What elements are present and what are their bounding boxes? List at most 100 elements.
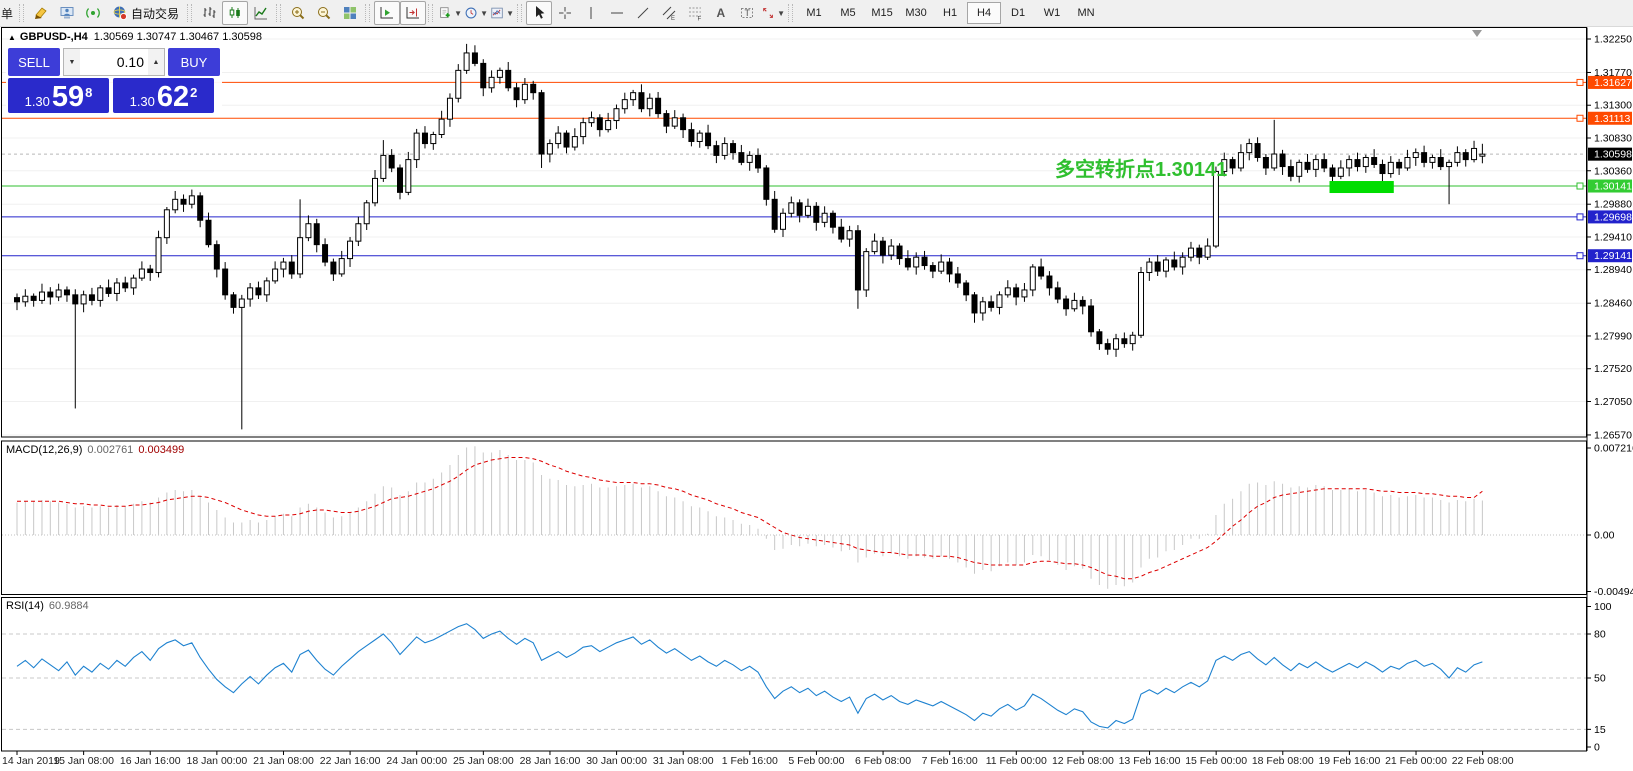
svg-text:F: F xyxy=(698,17,702,22)
candle-body xyxy=(238,298,245,308)
timeframe-button-h4[interactable]: H4 xyxy=(967,2,1002,24)
timeframe-button-w1[interactable]: W1 xyxy=(1043,7,1061,19)
menu-fragment[interactable]: 单 xyxy=(1,6,14,21)
toolbar-group-grip[interactable] xyxy=(276,4,282,22)
new-order-icon[interactable]: ▼ xyxy=(437,1,463,25)
candle-body xyxy=(55,289,62,298)
candle-body xyxy=(1287,166,1294,177)
horizontal-line-icon[interactable] xyxy=(604,1,630,25)
text-icon[interactable]: A xyxy=(708,1,734,25)
toolbar-group-grip[interactable] xyxy=(365,4,371,22)
zoom-out-icon[interactable] xyxy=(311,1,337,25)
candle-body xyxy=(247,287,254,300)
candle-body xyxy=(1379,163,1386,175)
chevron-down-icon[interactable]: ▼ xyxy=(506,8,515,18)
terminal-icon[interactable] xyxy=(54,1,80,25)
chart-shift-icon[interactable] xyxy=(400,1,427,25)
toolbar-group-grip[interactable] xyxy=(19,4,25,22)
auto-scroll-icon[interactable] xyxy=(374,1,401,25)
candle-body xyxy=(680,117,687,131)
timeframe-button-mn[interactable]: MN xyxy=(1077,7,1095,19)
timeframe-button-m30[interactable]: M30 xyxy=(905,7,927,19)
buy-button[interactable]: BUY xyxy=(168,48,220,76)
symbol-title: GBPUSD-,H4 xyxy=(19,31,88,43)
fibonacci-icon[interactable]: F xyxy=(682,1,708,25)
ohlc-values: 1.30569 1.30747 1.30467 1.30598 xyxy=(93,31,262,43)
timeframe-button-d1[interactable]: D1 xyxy=(1011,7,1026,19)
candle-body xyxy=(205,219,212,246)
trendline-icon[interactable] xyxy=(630,1,656,25)
candle-body xyxy=(1154,261,1161,272)
lot-increase-button[interactable]: ▲ xyxy=(148,49,164,75)
candle-body xyxy=(1271,153,1278,169)
candle-body xyxy=(1237,152,1244,169)
main-chart-panel[interactable] xyxy=(1,27,1587,438)
candle-body xyxy=(1187,247,1194,258)
zoom-in-icon[interactable] xyxy=(285,1,311,25)
collapse-triangle-icon[interactable]: ▲ xyxy=(8,33,16,42)
price-badge-label: 1.30598 xyxy=(1594,149,1632,161)
toolbar-group-grip[interactable] xyxy=(517,4,523,22)
line-handle[interactable] xyxy=(1576,78,1584,86)
candle-body xyxy=(1004,287,1011,296)
chevron-down-icon[interactable]: ▼ xyxy=(777,8,786,18)
sell-price-pipette: 8 xyxy=(85,85,93,100)
highlighter-icon[interactable] xyxy=(28,1,54,25)
line-handle[interactable] xyxy=(1576,182,1584,190)
timeframe-button-m5[interactable]: M5 xyxy=(840,7,856,19)
sell-price-prefix: 1.30 xyxy=(24,94,50,109)
rsi-panel[interactable] xyxy=(1,597,1587,752)
vertical-line-icon[interactable] xyxy=(578,1,604,25)
line-handle[interactable] xyxy=(1576,213,1584,221)
timeframe-button-m1[interactable]: M1 xyxy=(806,7,822,19)
autotrade-button[interactable]: 自动交易 xyxy=(106,1,185,25)
rsi-axis-label: 15 xyxy=(1594,724,1606,736)
line-handle[interactable] xyxy=(1576,114,1584,122)
toolbar-group-grip[interactable] xyxy=(788,4,794,22)
chevron-down-icon[interactable]: ▼ xyxy=(480,8,489,18)
lot-decrease-button[interactable]: ▼ xyxy=(64,49,80,75)
candle-body xyxy=(1254,143,1261,159)
candle-body xyxy=(1171,259,1178,268)
period-clock-icon[interactable]: ▼ xyxy=(463,1,489,25)
bar-chart-icon[interactable] xyxy=(196,1,222,25)
candle-body xyxy=(272,268,279,282)
channel-icon[interactable]: E xyxy=(656,1,682,25)
price-tick-label: 1.32250 xyxy=(1594,34,1632,46)
crosshair-icon[interactable] xyxy=(552,1,578,25)
candle-body xyxy=(813,205,820,223)
candle-body xyxy=(1096,331,1103,345)
candle-body xyxy=(1196,247,1203,258)
candle-body xyxy=(471,52,478,64)
toolbar-group-grip[interactable] xyxy=(187,4,193,22)
timeframe-button-h1[interactable]: H1 xyxy=(943,7,958,19)
chart-shift-marker[interactable] xyxy=(1472,30,1482,37)
macd-panel[interactable] xyxy=(1,440,1587,595)
time-axis-label: 1 Feb 16:00 xyxy=(722,755,778,767)
tile-windows-icon[interactable] xyxy=(337,1,363,25)
buy-price[interactable]: 1.30 62 2 xyxy=(113,78,214,113)
candle-body xyxy=(513,87,520,101)
sell-price[interactable]: 1.30 59 8 xyxy=(8,78,109,113)
highlight-box[interactable] xyxy=(1329,181,1394,194)
text-label-icon[interactable]: T xyxy=(734,1,760,25)
candle-body xyxy=(113,282,120,294)
candle-body xyxy=(1362,157,1369,168)
line-handle[interactable] xyxy=(1576,252,1584,260)
candle-body xyxy=(838,226,845,240)
chevron-down-icon[interactable]: ▼ xyxy=(454,8,463,18)
candle-body xyxy=(896,245,903,260)
candle-body xyxy=(904,258,911,268)
time-axis-label: 12 Feb 08:00 xyxy=(1052,755,1114,767)
arrows-icon[interactable]: ▼ xyxy=(760,1,786,25)
templates-icon[interactable]: ▼ xyxy=(489,1,515,25)
lot-size-input[interactable]: 0.10 xyxy=(116,54,144,70)
timeframe-button-m15[interactable]: M15 xyxy=(871,7,893,19)
sell-button[interactable]: SELL xyxy=(8,48,60,76)
cursor-icon[interactable] xyxy=(526,1,553,25)
candlestick-chart-icon[interactable] xyxy=(222,1,249,25)
line-chart-icon[interactable] xyxy=(248,1,274,25)
toolbar-group-grip[interactable] xyxy=(428,4,434,22)
signal-icon[interactable] xyxy=(80,1,106,25)
